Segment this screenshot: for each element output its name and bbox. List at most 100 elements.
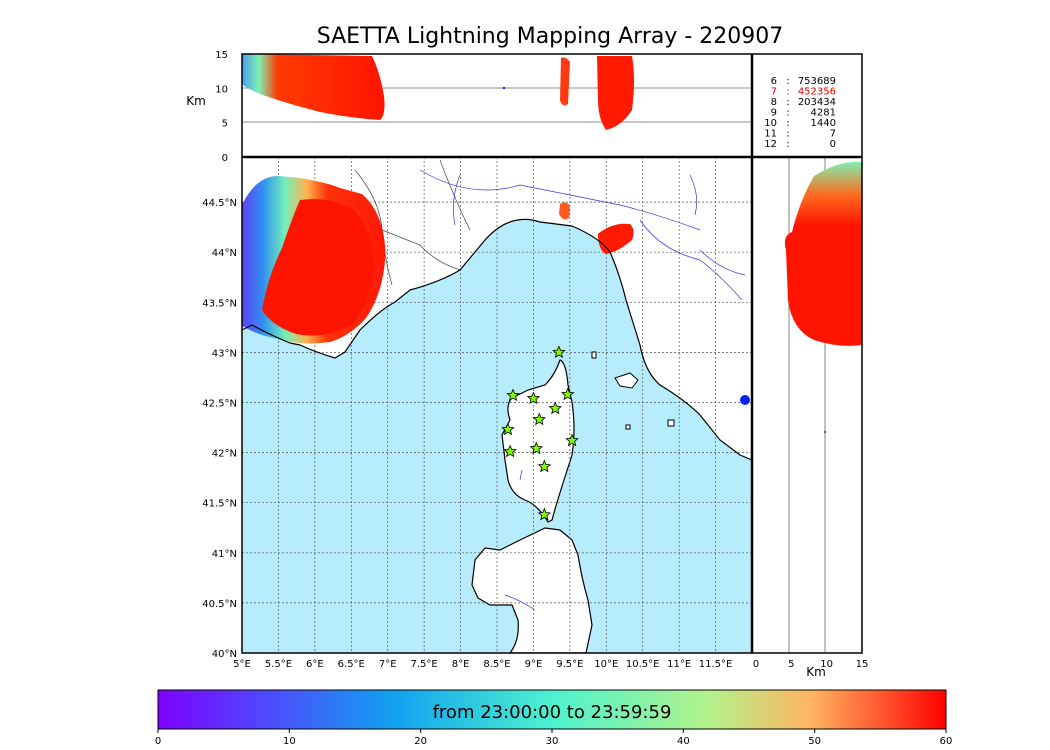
capraia-island bbox=[591, 351, 597, 359]
lightning-cloud-west-core bbox=[262, 199, 374, 336]
colorbar-tick-label: 30 bbox=[546, 736, 559, 747]
lon-tick-label: 6.5°E bbox=[338, 659, 365, 670]
lat-tick-label: 42.5°N bbox=[202, 398, 237, 409]
station-star-icon bbox=[529, 441, 543, 455]
lat-tick-label: 43°N bbox=[212, 348, 237, 359]
lat-tick-label: 44.5°N bbox=[202, 198, 237, 209]
altitude-panel: 0 5 10 15 Km bbox=[186, 50, 753, 164]
altitude-tuscany-cloud bbox=[597, 56, 634, 130]
stats-row-value: 1440 bbox=[811, 118, 836, 129]
elba-island bbox=[614, 372, 639, 389]
stats-row-value: 4281 bbox=[811, 108, 836, 119]
map-panel: 5°E 5.5°E 6°E 6.5°E 7°E 7.5°E 8°E 8.5°E 9°E 9.5°E… bbox=[202, 156, 753, 670]
stats-row-value: 203434 bbox=[798, 97, 836, 108]
reference-station bbox=[740, 395, 750, 405]
lat-tick-label: 41.5°N bbox=[202, 499, 237, 510]
lat-tick-label: 42°N bbox=[212, 449, 237, 460]
figure-title: SAETTA Lightning Mapping Array - 220907 bbox=[316, 24, 784, 49]
side-tick-label: 5 bbox=[788, 659, 794, 670]
colorbar: 0 10 20 30 40 50 60 bbox=[155, 689, 953, 747]
side-tick-label: 10 bbox=[820, 659, 833, 670]
altitude-genoa-cloud bbox=[560, 57, 570, 106]
altitude-tick-label: 5 bbox=[222, 119, 228, 130]
station-star-icon bbox=[561, 387, 575, 401]
stats-row-label: 8 bbox=[771, 97, 777, 108]
altitude-y-ticks: 0 5 10 15 bbox=[215, 50, 228, 164]
colorbar-tick-label: 60 bbox=[940, 736, 953, 747]
altitude-tick-label: 10 bbox=[215, 84, 228, 95]
station-star-icon bbox=[565, 433, 579, 447]
lon-tick-label: 8°E bbox=[452, 659, 470, 670]
stats-row-sep: : bbox=[786, 139, 789, 150]
lon-tick-label: 5°E bbox=[233, 659, 251, 670]
stats-row-sep: : bbox=[786, 118, 789, 129]
station-star-icon bbox=[537, 507, 552, 521]
stats-row-label: 6 bbox=[771, 76, 777, 87]
colorbar-tick-label: 40 bbox=[677, 736, 690, 747]
side-xlabel: Km bbox=[806, 665, 826, 679]
lon-tick-label: 8.5°E bbox=[483, 659, 510, 670]
station-star-icon bbox=[552, 345, 566, 359]
lon-tick-label: 5.5°E bbox=[265, 659, 292, 670]
rivers bbox=[419, 169, 746, 611]
colorbar-ticks: 0 10 20 30 40 50 60 bbox=[155, 729, 953, 747]
latitude-ticks: 44.5°N 44°N 43.5°N 43°N 42.5°N 42°N 41.5°N 41°N… bbox=[202, 198, 237, 660]
lat-tick-label: 40°N bbox=[212, 649, 237, 660]
stats-row-value: 753689 bbox=[798, 76, 836, 87]
side-x-ticks: 0 5 10 15 bbox=[753, 659, 869, 670]
side-lightning-cloud bbox=[784, 161, 862, 346]
altitude-west-cloud bbox=[242, 54, 385, 120]
montecristo-island bbox=[625, 424, 631, 430]
lon-tick-label: 6°E bbox=[306, 659, 324, 670]
altitude-tick-label: 0 bbox=[222, 153, 228, 164]
lon-tick-label: 7.5°E bbox=[411, 659, 438, 670]
stats-row-label: 7 bbox=[771, 87, 777, 98]
stats-row-sep: : bbox=[786, 129, 789, 140]
station-star-icon bbox=[548, 401, 562, 415]
stats-row-sep: : bbox=[786, 76, 789, 87]
lat-tick-label: 44°N bbox=[212, 248, 237, 259]
giglio-island bbox=[667, 419, 675, 427]
stats-row-value: 7 bbox=[830, 129, 836, 140]
lon-tick-label: 11°E bbox=[667, 659, 691, 670]
lat-tick-label: 43.5°N bbox=[202, 298, 237, 309]
stats-row-label: 10 bbox=[764, 118, 777, 129]
stats-row-sep: : bbox=[786, 108, 789, 119]
side-tick-label: 15 bbox=[856, 659, 869, 670]
stats-rows: 6:7536897:4523568:2034349:428110:144011:… bbox=[764, 76, 836, 150]
coastline bbox=[242, 218, 752, 461]
lightning-cloud-lasspezia bbox=[598, 223, 634, 254]
station-star-icon bbox=[537, 459, 552, 473]
side-panel: 0 5 10 15 Km bbox=[751, 156, 869, 679]
station-markers bbox=[501, 345, 579, 521]
stats-row-sep: : bbox=[786, 97, 789, 108]
ligurian-sea bbox=[242, 219, 752, 653]
sardinia-island bbox=[471, 527, 593, 653]
stats-box: 6:7536897:4523568:2034349:428110:144011:… bbox=[751, 53, 863, 158]
stats-row-label: 11 bbox=[764, 129, 777, 140]
colorbar-tick-label: 0 bbox=[155, 736, 161, 747]
stats-row-sep: : bbox=[786, 87, 789, 98]
longitude-ticks: 5°E 5.5°E 6°E 6.5°E 7°E 7.5°E 8°E 8.5°E 9°E 9.5°E… bbox=[233, 659, 732, 670]
station-star-icon bbox=[503, 444, 517, 458]
station-star-icon bbox=[506, 388, 520, 402]
stats-row-label: 12 bbox=[764, 139, 777, 150]
lon-tick-label: 11.5°E bbox=[699, 659, 733, 670]
stats-row-value: 0 bbox=[830, 139, 836, 150]
side-tick-label: 0 bbox=[753, 659, 759, 670]
lon-tick-label: 9.5°E bbox=[556, 659, 583, 670]
stats-row-value: 452356 bbox=[798, 87, 836, 98]
lon-tick-label: 10°E bbox=[594, 659, 618, 670]
lightning-cloud-genoa bbox=[559, 202, 570, 220]
colorbar-tick-label: 20 bbox=[414, 736, 427, 747]
lon-tick-label: 10.5°E bbox=[626, 659, 660, 670]
altitude-tick-label: 15 bbox=[215, 50, 228, 61]
lon-tick-label: 7°E bbox=[379, 659, 397, 670]
altitude-ylabel: Km bbox=[186, 94, 206, 108]
station-star-icon bbox=[526, 391, 541, 405]
station-star-icon bbox=[532, 412, 546, 426]
colorbar-tick-label: 10 bbox=[283, 736, 296, 747]
colorbar-tick-label: 50 bbox=[808, 736, 821, 747]
lat-tick-label: 40.5°N bbox=[202, 599, 237, 610]
